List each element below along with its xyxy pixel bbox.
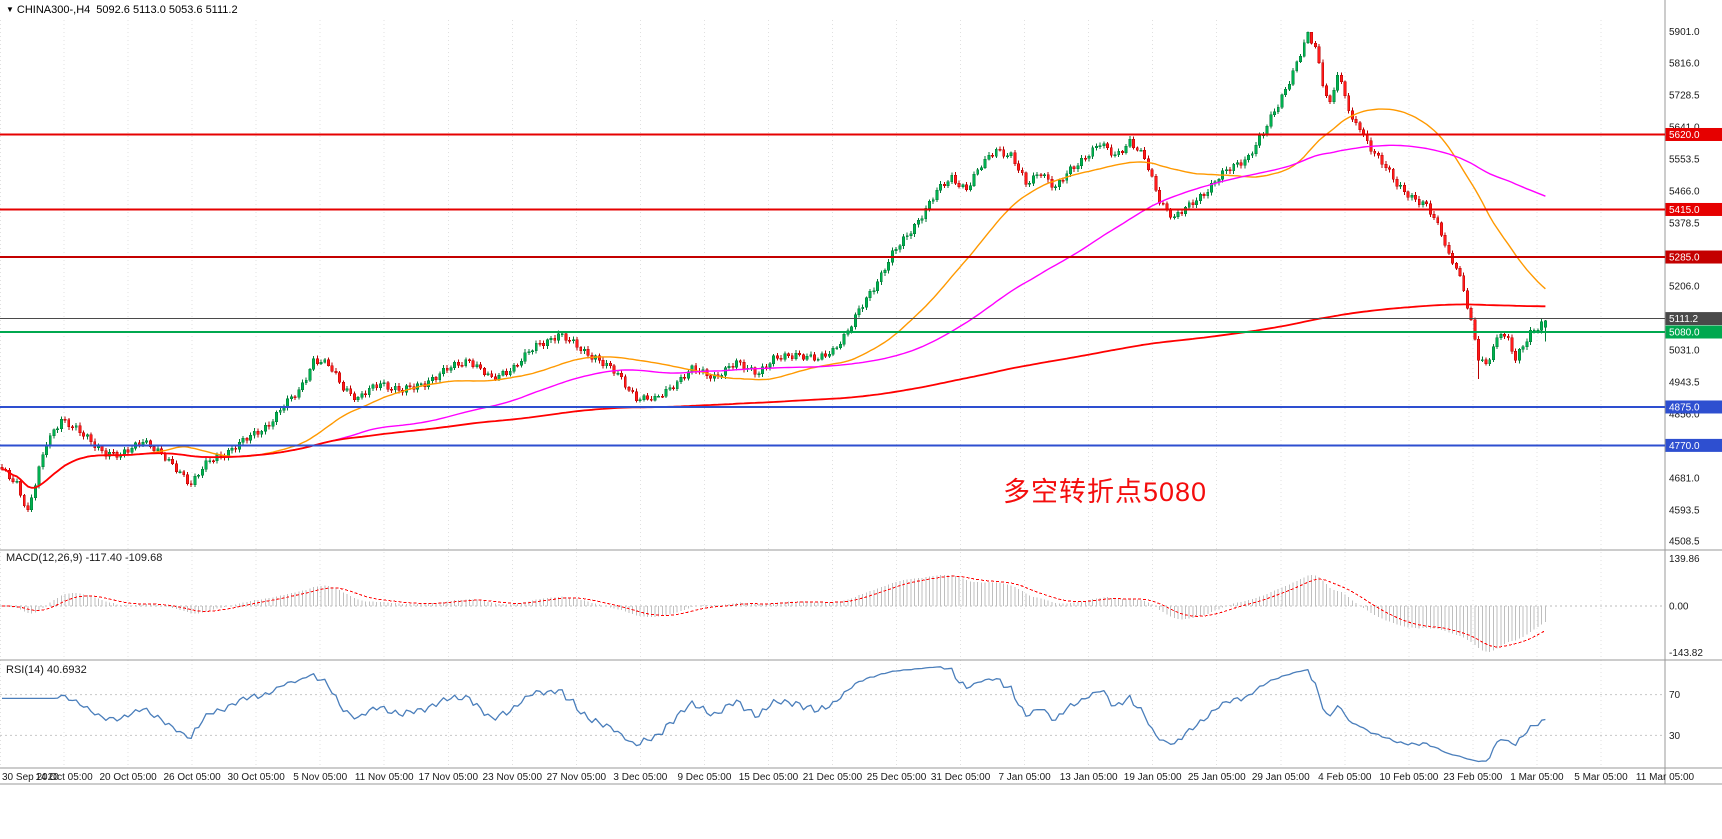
svg-text:4681.0: 4681.0 — [1669, 473, 1700, 484]
svg-text:5816.0: 5816.0 — [1669, 58, 1700, 69]
svg-text:4875.0: 4875.0 — [1669, 402, 1700, 413]
symbol-name: CHINA300-,H4 — [16, 4, 91, 16]
svg-text:27 Nov 05:00: 27 Nov 05:00 — [547, 772, 607, 783]
svg-text:11 Nov 05:00: 11 Nov 05:00 — [355, 772, 414, 783]
svg-text:30 Sep 2020: 30 Sep 2020 — [2, 772, 59, 783]
svg-text:5111.2: 5111.2 — [1669, 314, 1699, 325]
symbol-info: ▼ CHINA300-,H4 5092.6 5113.0 5053.6 5111.2 — [6, 4, 238, 16]
symbol-marker-icon: ▼ — [6, 5, 14, 14]
candles-layer — [0, 31, 1547, 513]
svg-text:5080.0: 5080.0 — [1669, 328, 1700, 339]
svg-text:5285.0: 5285.0 — [1669, 253, 1700, 264]
svg-text:5415.0: 5415.0 — [1669, 205, 1700, 216]
svg-text:5 Mar 05:00: 5 Mar 05:00 — [1574, 772, 1628, 783]
macd-indicator-label: MACD(12,26,9) -117.40 -109.68 — [6, 552, 163, 564]
svg-text:7 Jan 05:00: 7 Jan 05:00 — [998, 772, 1051, 783]
svg-text:4943.5: 4943.5 — [1669, 377, 1700, 388]
svg-text:13 Jan 05:00: 13 Jan 05:00 — [1060, 772, 1118, 783]
svg-text:1 Mar 05:00: 1 Mar 05:00 — [1510, 772, 1564, 783]
svg-text:20 Oct 05:00: 20 Oct 05:00 — [99, 772, 157, 783]
rsi-pane — [0, 666, 1665, 763]
moving-averages-layer — [1, 108, 1546, 489]
svg-text:139.86: 139.86 — [1669, 554, 1700, 565]
svg-text:14 Oct 05:00: 14 Oct 05:00 — [35, 772, 93, 783]
svg-text:-143.82: -143.82 — [1669, 648, 1703, 659]
svg-text:15 Dec 05:00: 15 Dec 05:00 — [739, 772, 799, 783]
svg-text:4856.0: 4856.0 — [1669, 409, 1700, 420]
svg-text:31 Dec 05:00: 31 Dec 05:00 — [931, 772, 991, 783]
svg-text:4770.0: 4770.0 — [1669, 441, 1700, 452]
svg-text:30 Oct 05:00: 30 Oct 05:00 — [228, 772, 286, 783]
svg-text:5206.0: 5206.0 — [1669, 281, 1700, 292]
svg-text:25 Jan 05:00: 25 Jan 05:00 — [1188, 772, 1246, 783]
svg-text:5641.0: 5641.0 — [1669, 122, 1700, 133]
macd-pane — [0, 574, 1665, 652]
ohlc-quotes: 5092.6 5113.0 5053.6 5111.2 — [96, 4, 238, 16]
svg-text:11 Mar 05:00: 11 Mar 05:00 — [1636, 772, 1695, 783]
price-axis[interactable]: 5901.0 5816.0 5728.5 5641.0 5553.5 5466.0 5378… — [1665, 27, 1722, 742]
pane-separators — [0, 0, 1722, 785]
svg-text:9 Dec 05:00: 9 Dec 05:00 — [677, 772, 731, 783]
svg-text:3 Dec 05:00: 3 Dec 05:00 — [613, 772, 667, 783]
svg-text:5466.0: 5466.0 — [1669, 186, 1700, 197]
chart-annotation[interactable]: 多空转折点5080 — [1003, 477, 1208, 507]
svg-text:30: 30 — [1669, 731, 1681, 742]
svg-text:5 Nov 05:00: 5 Nov 05:00 — [293, 772, 347, 783]
svg-text:17 Nov 05:00: 17 Nov 05:00 — [419, 772, 479, 783]
svg-text:23 Feb 05:00: 23 Feb 05:00 — [1443, 772, 1502, 783]
svg-text:5728.5: 5728.5 — [1669, 90, 1700, 101]
svg-text:5031.0: 5031.0 — [1669, 345, 1700, 356]
svg-text:4593.5: 4593.5 — [1669, 505, 1700, 516]
svg-text:29 Jan 05:00: 29 Jan 05:00 — [1252, 772, 1310, 783]
svg-text:25 Dec 05:00: 25 Dec 05:00 — [867, 772, 927, 783]
svg-text:5553.5: 5553.5 — [1669, 154, 1700, 165]
levels-layer — [0, 133, 1665, 447]
svg-text:21 Dec 05:00: 21 Dec 05:00 — [803, 772, 863, 783]
rsi-indicator-label: RSI(14) 40.6932 — [6, 664, 87, 676]
svg-text:5620.0: 5620.0 — [1669, 130, 1700, 141]
svg-text:23 Nov 05:00: 23 Nov 05:00 — [483, 772, 543, 783]
svg-text:19 Jan 05:00: 19 Jan 05:00 — [1124, 772, 1182, 783]
svg-text:70: 70 — [1669, 690, 1681, 701]
svg-text:26 Oct 05:00: 26 Oct 05:00 — [163, 772, 221, 783]
svg-text:4508.5: 4508.5 — [1669, 537, 1700, 548]
svg-text:5378.5: 5378.5 — [1669, 218, 1700, 229]
svg-text:10 Feb 05:00: 10 Feb 05:00 — [1379, 772, 1438, 783]
svg-text:4 Feb 05:00: 4 Feb 05:00 — [1318, 772, 1372, 783]
grid-layer — [0, 20, 1666, 768]
svg-text:0.00: 0.00 — [1669, 602, 1689, 613]
svg-text:5901.0: 5901.0 — [1669, 27, 1700, 38]
